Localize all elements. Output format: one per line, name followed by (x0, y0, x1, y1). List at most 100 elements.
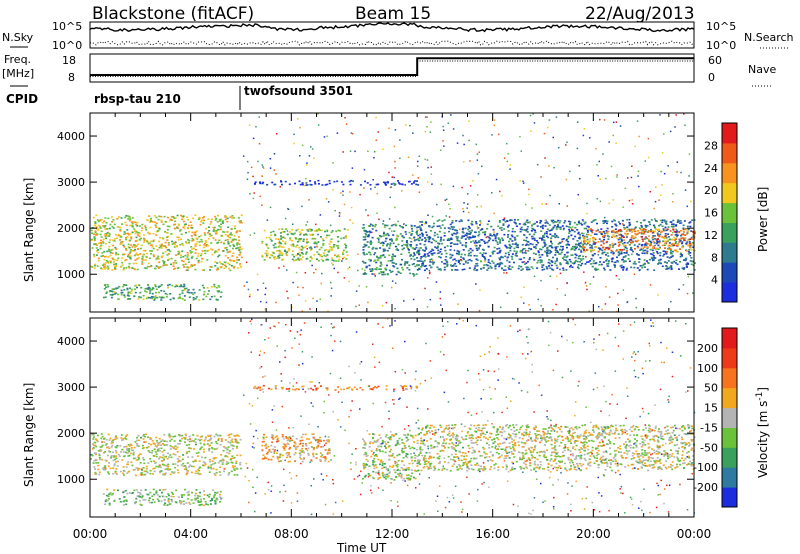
echo-cell (616, 260, 619, 262)
echo-cell (429, 236, 432, 239)
echo-cell (119, 239, 121, 241)
noise-echo (466, 207, 468, 209)
echo-cell (214, 239, 217, 241)
echo-cell (671, 255, 674, 258)
echo-cell (481, 255, 484, 257)
echo-cell (154, 451, 157, 453)
noise-echo (456, 142, 459, 144)
echo-cell (515, 252, 518, 255)
noise-echo (613, 121, 615, 124)
echo-cell (615, 250, 618, 252)
echo-cell (324, 449, 327, 451)
echo-cell (215, 217, 218, 220)
echo-cell (180, 254, 183, 256)
noise-echo (616, 174, 618, 176)
echo-cell (321, 238, 324, 240)
echo-cell (226, 455, 229, 458)
echo-cell (108, 504, 111, 506)
echo-cell (601, 249, 604, 252)
echo-cell (338, 256, 341, 258)
noise-left-label: N.Sky (2, 31, 34, 44)
echo-cell (180, 238, 182, 241)
echo-cell (223, 242, 226, 245)
echo-cell (431, 238, 434, 240)
echo-cell (208, 496, 211, 498)
echo-cell (312, 433, 315, 435)
echo-cell (675, 244, 678, 247)
echo-cell (199, 491, 201, 494)
echo-cell (636, 230, 639, 233)
colorbar-segment (722, 182, 737, 204)
noise-echo (394, 167, 396, 169)
noise-echo (505, 272, 508, 274)
echo-cell (381, 254, 384, 257)
echo-cell (622, 256, 625, 258)
echo-cell (440, 253, 443, 255)
echo-cell (291, 439, 294, 442)
echo-cell (587, 228, 590, 230)
echo-cell (600, 244, 603, 247)
echo-cell (618, 234, 621, 236)
echo-cell (375, 261, 378, 264)
echo-cell (545, 231, 548, 233)
echo-cell (156, 494, 159, 496)
echo-cell (295, 254, 298, 257)
echo-cell (220, 454, 223, 456)
echo-cell (489, 265, 492, 268)
noise-echo (293, 142, 295, 145)
echo-cell (194, 499, 197, 502)
echo-cell (236, 468, 239, 470)
echo-cell (185, 241, 188, 243)
echo-cell (550, 251, 553, 253)
echo-cell (649, 253, 652, 255)
echo-cell (186, 291, 189, 293)
echo-cell (576, 229, 579, 231)
noise-echo (249, 234, 251, 236)
echo-cell (645, 244, 648, 247)
echo-cell (299, 454, 302, 456)
echo-cell (125, 499, 128, 501)
echo-cell (114, 292, 117, 294)
echo-cell (225, 246, 228, 249)
echo-cell (188, 296, 191, 298)
echo-cell (683, 239, 686, 242)
echo-cell (647, 235, 650, 237)
echo-cell (104, 228, 107, 230)
echo-cell (412, 255, 415, 258)
echo-cell (583, 251, 586, 253)
echo-cell (192, 465, 195, 468)
echo-cell (182, 465, 185, 467)
echo-cell (468, 233, 471, 235)
echo-cell (556, 250, 559, 252)
echo-cell (92, 253, 95, 256)
echo-cell (291, 435, 294, 437)
echo-cell (166, 465, 169, 468)
echo-cell (117, 253, 120, 256)
noise-echo (468, 211, 470, 214)
echo-cell (556, 223, 559, 226)
echo-cell (345, 235, 348, 237)
echo-cell (508, 253, 510, 256)
echo-cell (151, 246, 154, 248)
echo-cell (644, 230, 647, 233)
echo-cell (416, 251, 419, 253)
echo-cell (93, 255, 96, 258)
echo-cell (114, 436, 117, 438)
echo-cell (508, 265, 511, 267)
echo-cell (496, 252, 499, 255)
echo-cell (170, 263, 172, 266)
echo-cell (423, 253, 426, 255)
echo-cell (685, 228, 688, 231)
echo-cell (406, 246, 409, 248)
echo-cell (278, 252, 281, 255)
echo-cell (156, 441, 159, 444)
echo-cell (164, 231, 166, 233)
echo-cell (458, 220, 461, 223)
echo-cell (617, 221, 620, 223)
echo-cell (203, 494, 206, 496)
echo-cell (665, 229, 668, 232)
echo-cell (174, 241, 177, 243)
echo-cell (227, 262, 229, 265)
noise-echo (308, 228, 310, 231)
echo-cell (210, 464, 213, 466)
